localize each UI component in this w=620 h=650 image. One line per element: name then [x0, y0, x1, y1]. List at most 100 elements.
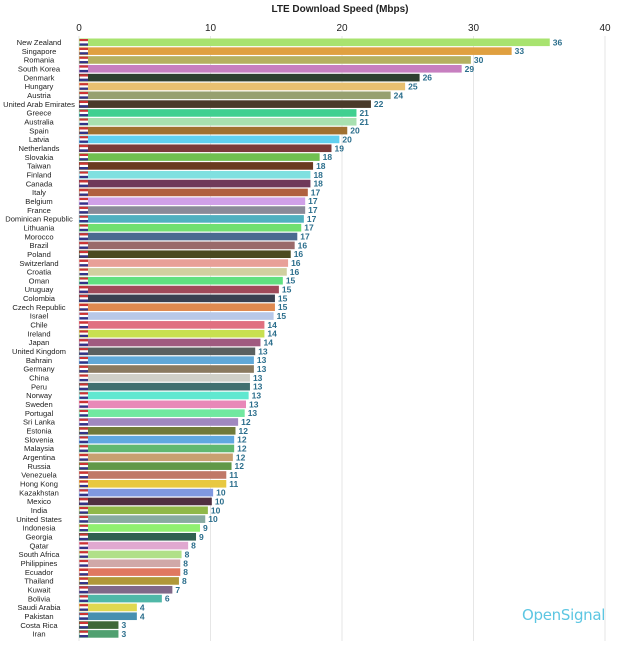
value-label: 10 — [215, 496, 225, 506]
flag-icon — [79, 153, 88, 161]
flag-icon — [79, 506, 88, 514]
category-label: Brazil — [30, 241, 49, 250]
category-label: Russia — [27, 462, 51, 471]
value-label: 26 — [423, 73, 433, 83]
category-label: Qatar — [30, 541, 49, 550]
flag-icon — [79, 295, 88, 302]
flag-icon — [79, 83, 88, 90]
bar — [79, 126, 348, 135]
value-label: 29 — [465, 64, 475, 74]
value-label: 8 — [182, 576, 187, 586]
flag-icon — [79, 612, 88, 620]
category-label: Czech Republic — [12, 303, 65, 312]
bar — [79, 223, 302, 232]
flag-icon — [79, 524, 88, 532]
bar — [79, 100, 371, 108]
value-label: 12 — [237, 443, 247, 453]
flag-icon — [79, 427, 88, 435]
flag-icon — [79, 586, 88, 594]
flag-icon — [79, 577, 88, 585]
category-label: Mexico — [27, 497, 51, 506]
value-label: 17 — [300, 232, 310, 242]
flag-icon — [79, 568, 88, 576]
bar — [79, 312, 274, 320]
category-label: Italy — [32, 188, 46, 197]
value-label: 8 — [183, 567, 188, 577]
flag-icon — [79, 436, 88, 444]
value-label: 13 — [249, 399, 259, 409]
category-label: Portugal — [25, 409, 54, 418]
value-label: 13 — [257, 355, 267, 365]
value-label: 8 — [183, 558, 188, 568]
bar — [79, 612, 137, 621]
bar — [79, 585, 173, 594]
category-label: Japan — [29, 338, 50, 347]
category-label: Saudi Arabia — [17, 603, 61, 612]
value-label: 7 — [175, 585, 180, 595]
flag-icon — [79, 551, 88, 558]
value-label: 20 — [350, 126, 360, 136]
bar — [79, 462, 232, 470]
value-label: 15 — [277, 311, 287, 321]
value-label: 24 — [394, 90, 404, 100]
value-label: 12 — [236, 452, 246, 462]
category-label: South Korea — [18, 64, 61, 73]
value-label: 18 — [323, 152, 333, 162]
category-label: Ecuador — [25, 568, 54, 577]
category-label: Morocco — [24, 232, 53, 241]
flag-icon — [79, 454, 88, 461]
category-label: Hong Kong — [20, 480, 58, 489]
category-label: Taiwan — [27, 162, 51, 171]
category-label: Pakistan — [24, 612, 53, 621]
category-label: Costa Rica — [20, 621, 58, 630]
flag-icon — [79, 206, 88, 214]
flag-icon — [79, 118, 88, 126]
category-label: Colombia — [23, 294, 56, 303]
flag-icon — [79, 109, 88, 117]
category-label: France — [27, 206, 51, 215]
flag-icon — [79, 65, 88, 73]
bar — [79, 524, 200, 532]
opensignal-logo: OpenSignal — [522, 606, 606, 624]
value-label: 12 — [235, 461, 245, 471]
flag-icon — [79, 268, 88, 276]
bar — [79, 321, 265, 329]
value-label: 12 — [241, 417, 251, 427]
bar — [79, 268, 287, 276]
category-label: Uruguay — [25, 285, 54, 294]
category-label: Chile — [30, 321, 47, 330]
category-label: Singapore — [22, 47, 57, 56]
bar — [79, 197, 306, 206]
category-label: Sri Lanka — [23, 418, 56, 427]
category-label: Poland — [27, 250, 51, 259]
flag-icon — [79, 39, 88, 46]
flag-icon — [79, 489, 88, 497]
value-label: 11 — [229, 479, 238, 489]
flag-icon — [79, 189, 88, 196]
bar — [79, 418, 239, 426]
value-label: 22 — [374, 99, 384, 109]
bar — [79, 294, 275, 303]
bar — [79, 144, 332, 153]
value-label: 9 — [199, 532, 204, 542]
category-label: Slovenia — [24, 435, 54, 444]
bar — [79, 329, 265, 338]
value-label: 18 — [313, 170, 323, 180]
value-label: 19 — [334, 143, 344, 153]
bar — [79, 250, 291, 259]
category-label: Estonia — [26, 427, 52, 436]
category-label: South Africa — [19, 550, 61, 559]
bar — [79, 427, 236, 435]
category-label: Iran — [32, 630, 45, 639]
category-label: Belgium — [25, 197, 52, 206]
value-label: 15 — [282, 285, 292, 295]
flag-icon — [79, 595, 88, 602]
flag-icon — [79, 559, 88, 567]
bar — [79, 603, 137, 612]
flag-icon — [79, 312, 88, 320]
value-label: 17 — [307, 214, 317, 224]
flag-icon — [79, 392, 88, 399]
flag-icon — [79, 409, 88, 417]
flag-icon — [79, 144, 88, 152]
